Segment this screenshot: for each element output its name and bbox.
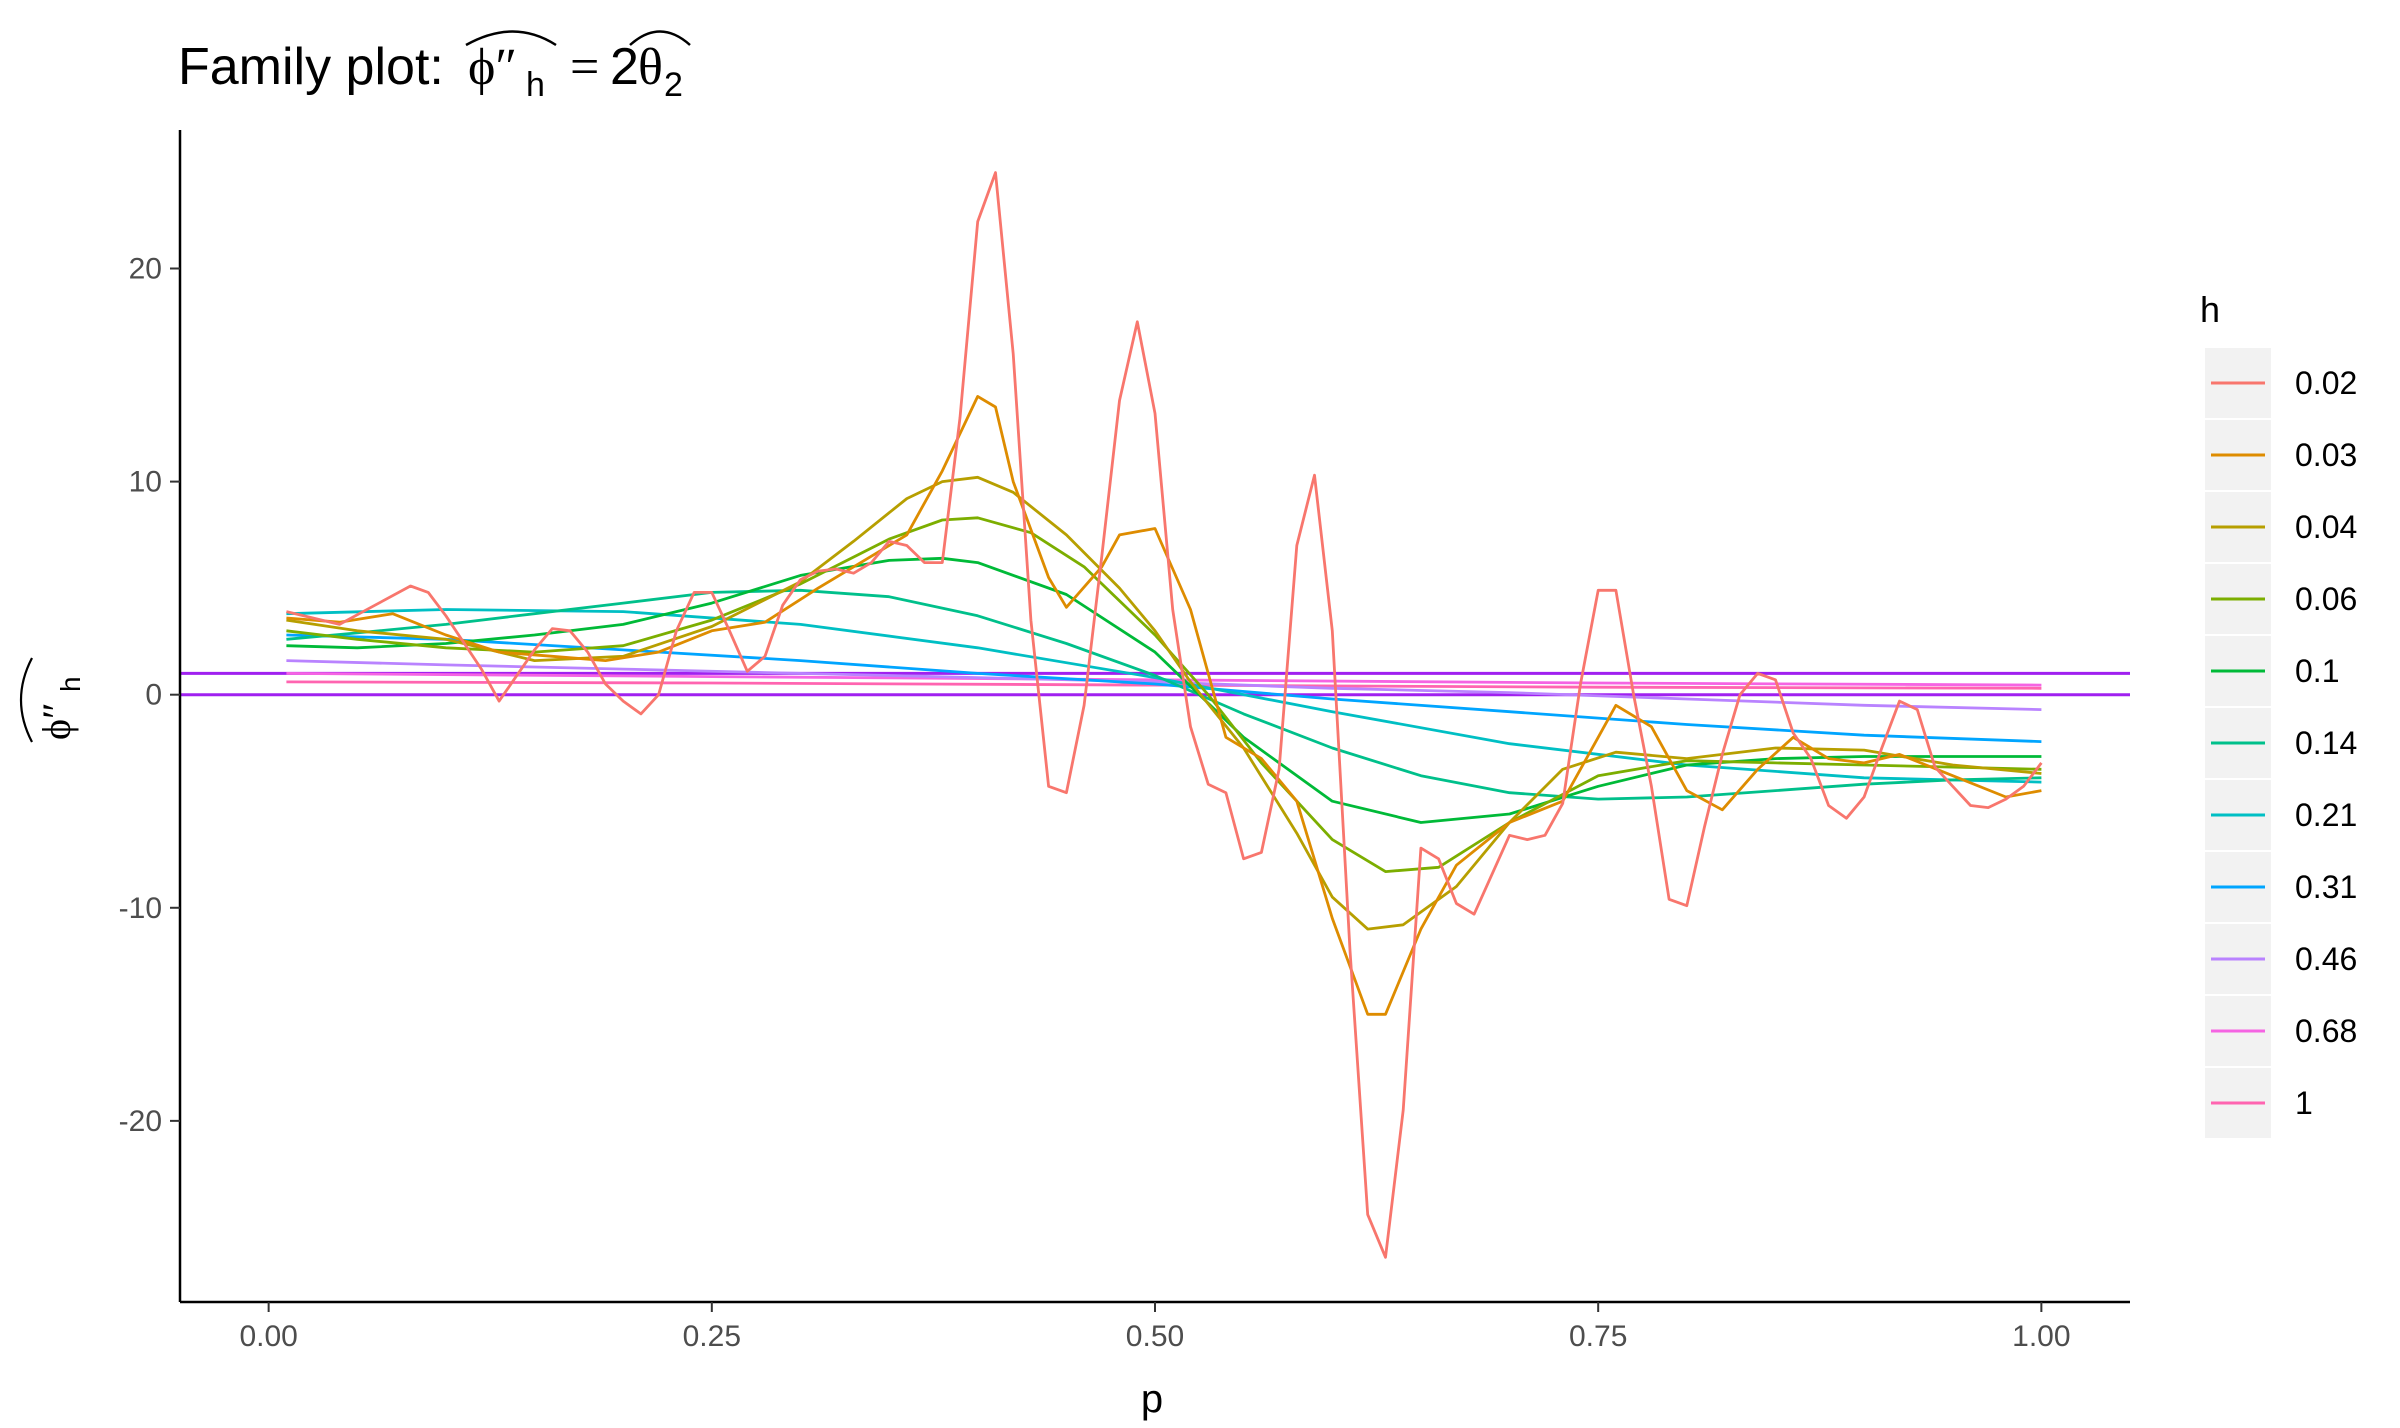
legend-label-4: 0.1 (2295, 653, 2339, 689)
y-axis-title-hat (19, 657, 33, 743)
y-axis-title-symbol: ϕ″ (34, 702, 79, 740)
y-tick-label-2: 0 (145, 679, 162, 712)
title-label: Family plot: (178, 38, 444, 96)
x-tick-label-0: 0.00 (239, 1320, 297, 1353)
legend-label-10: 1 (2295, 1085, 2313, 1121)
title-rhs-symbol: θ (638, 39, 663, 96)
y-axis-title: ϕ″ h (19, 657, 86, 743)
title-lhs-hat (465, 30, 557, 47)
series-line-h-0.04 (286, 475, 2042, 931)
chart-title: Family plot: ϕ″ h = 2 θ 2 (178, 30, 691, 104)
series-line-h-0.68 (286, 672, 2042, 687)
y-tick-label-0: -20 (119, 1105, 162, 1138)
y-tick-label-1: -10 (119, 892, 162, 925)
x-tick-label-4: 1.00 (2012, 1320, 2070, 1353)
title-rhs-coefficient: 2 (610, 38, 639, 96)
title-rhs-subscript: 2 (664, 66, 683, 104)
legend-label-9: 0.68 (2295, 1013, 2357, 1049)
title-rhs-hat (629, 30, 691, 46)
series-line-h-0.14 (286, 588, 2042, 801)
series-line-h-0.46 (286, 659, 2042, 711)
x-tick-label-3: 0.75 (1569, 1320, 1627, 1353)
legend-label-7: 0.31 (2295, 869, 2357, 905)
series-line-h-0.02 (286, 171, 2043, 1259)
legend-label-3: 0.06 (2295, 581, 2357, 617)
x-tick-label-1: 0.25 (683, 1320, 741, 1353)
series-line-h-0.06 (286, 516, 2042, 873)
legend-label-8: 0.46 (2295, 941, 2357, 977)
series-line-h-0.03 (286, 394, 2042, 1016)
y-tick-label-4: 20 (129, 253, 162, 286)
legend-label-1: 0.03 (2295, 437, 2357, 473)
legend-label-5: 0.14 (2295, 725, 2357, 761)
x-tick-label-2: 0.50 (1126, 1320, 1184, 1353)
legend-label-0: 0.02 (2295, 365, 2357, 401)
title-formula: ϕ″ h = 2 θ 2 (465, 30, 691, 104)
title-lhs-symbol: ϕ″ (468, 39, 517, 96)
legend-label-6: 0.21 (2295, 797, 2357, 833)
legend-label-2: 0.04 (2295, 509, 2357, 545)
x-axis-title: p (1141, 1377, 1163, 1421)
legend: h 0.02 0.03 0.04 0.06 0.1 0.14 0.21 0.31 0.46 0.6… (2200, 289, 2357, 1138)
series-lines (286, 171, 2043, 1259)
title-lhs-subscript: h (526, 66, 545, 104)
series-line-h-0.31 (286, 633, 2042, 743)
axes: 0.00 0.25 0.50 0.75 1.00 -20 -10 0 10 20 (119, 130, 2130, 1353)
title-equals: = (570, 39, 599, 96)
legend-title: h (2200, 289, 2220, 330)
y-tick-label-3: 10 (129, 466, 162, 499)
y-axis-title-subscript: h (55, 676, 86, 692)
